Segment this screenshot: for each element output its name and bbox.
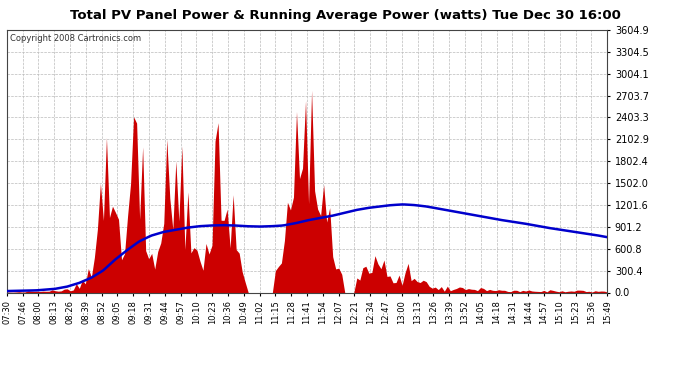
Text: Copyright 2008 Cartronics.com: Copyright 2008 Cartronics.com <box>10 34 141 43</box>
Text: Total PV Panel Power & Running Average Power (watts) Tue Dec 30 16:00: Total PV Panel Power & Running Average P… <box>70 9 620 22</box>
